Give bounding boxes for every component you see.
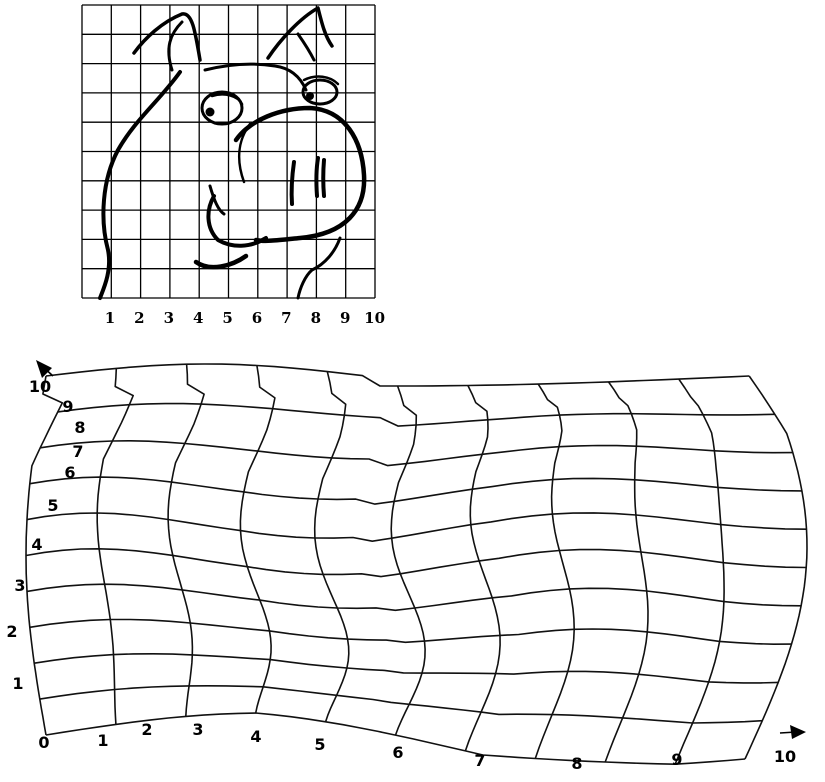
warped-y-label: 1 xyxy=(12,674,23,693)
pig-snout xyxy=(233,105,367,244)
warped-grid-vline xyxy=(534,383,575,759)
warped-grid-vline xyxy=(390,385,426,736)
pig-right-eye-brow xyxy=(302,75,340,86)
pig-right-nostril-2 xyxy=(321,158,326,198)
warped-y-label: 4 xyxy=(31,535,42,554)
warped-grid-vline xyxy=(604,381,649,763)
warped-x-label: 4 xyxy=(250,727,261,746)
warped-x-label: 1 xyxy=(97,731,108,750)
pig-chin xyxy=(193,253,249,270)
ref-column-label: 8 xyxy=(311,309,321,327)
pig-right-ear-inner xyxy=(296,32,316,62)
warped-y-label: 8 xyxy=(74,418,85,437)
warped-grid-axes xyxy=(36,360,806,739)
warped-grid-hline xyxy=(39,685,763,724)
ref-column-label: 3 xyxy=(164,309,174,327)
warped-y-label: 7 xyxy=(72,442,83,461)
pig-snout-left-edge xyxy=(237,122,252,184)
warped-y-label: 6 xyxy=(64,463,75,482)
warped-x-label: 10 xyxy=(774,747,796,766)
warped-grid-vline xyxy=(239,365,276,714)
warped-grid-hline xyxy=(25,548,807,578)
ref-column-label: 9 xyxy=(340,309,350,327)
warped-grid-hline xyxy=(45,712,746,765)
pig-right-eye xyxy=(301,78,339,106)
warped-x-label: 7 xyxy=(474,751,485,770)
y-axis-arrow-shaft xyxy=(41,365,54,377)
warped-x-label: 0 xyxy=(38,733,49,752)
warped-grid xyxy=(25,363,808,765)
warped-grid-hline xyxy=(34,653,779,684)
warped-grid-vline xyxy=(96,368,134,725)
ref-column-label: 6 xyxy=(252,309,262,327)
warped-grid-hline xyxy=(40,440,793,467)
ref-column-label: 2 xyxy=(134,309,144,327)
warped-x-label: 5 xyxy=(314,735,325,754)
pig-left-eye xyxy=(200,90,244,126)
pig-left-eye-lid xyxy=(210,93,244,106)
warped-grid-hline xyxy=(26,512,807,542)
pig-left-ear xyxy=(132,12,202,62)
x-axis-arrowhead xyxy=(790,725,806,739)
pig-right-nostril-1 xyxy=(314,156,320,198)
warped-grid-vline xyxy=(674,378,725,765)
warped-grid-hline xyxy=(45,363,750,387)
warped-y-label: 9 xyxy=(62,397,73,416)
warped-grid-hline xyxy=(26,583,802,612)
pig-neck xyxy=(296,236,342,300)
pig-left-ear-inner xyxy=(167,20,184,72)
ref-column-label: 4 xyxy=(193,309,203,327)
warped-y-label: 5 xyxy=(47,496,58,515)
pig-right-ear xyxy=(266,6,334,60)
warped-grid-hline xyxy=(29,476,802,505)
reference-column-labels: 1 2 3 4 5 6 7 8 9 10 xyxy=(105,309,385,327)
warped-grid-hline xyxy=(57,402,775,427)
warped-y-label: 2 xyxy=(6,622,17,641)
pig-right-pupil xyxy=(306,92,314,100)
warped-grid-vline xyxy=(167,364,205,717)
warped-x-label: 8 xyxy=(571,754,582,773)
pig-head-outline xyxy=(98,70,182,300)
warped-x-label: 2 xyxy=(141,720,152,739)
pig-left-nostril xyxy=(289,160,296,206)
warped-grid-vline xyxy=(25,375,64,736)
ref-column-label: 10 xyxy=(364,309,385,327)
warped-grid-vline xyxy=(464,385,501,752)
pig-left-pupil xyxy=(205,107,215,117)
ref-column-label: 5 xyxy=(222,309,232,327)
x-axis-arrow-shaft xyxy=(779,731,797,734)
warped-x-label: 6 xyxy=(392,743,403,762)
warped-x-label: 9 xyxy=(671,750,682,769)
warped-grid-hline xyxy=(29,618,792,645)
warped-grid-vline xyxy=(313,371,350,723)
y-axis-arrowhead xyxy=(36,360,52,378)
warped-y-label: 3 xyxy=(14,576,25,595)
pig-drawing xyxy=(98,6,367,300)
ref-column-label: 7 xyxy=(281,309,291,327)
pig-head-top xyxy=(203,62,308,92)
pig-mouth xyxy=(206,194,268,248)
warped-y-label: 10 xyxy=(29,377,51,396)
ref-column-label: 1 xyxy=(105,309,115,327)
pig-mouth-upper xyxy=(208,184,226,216)
warped-x-label: 3 xyxy=(192,720,203,739)
